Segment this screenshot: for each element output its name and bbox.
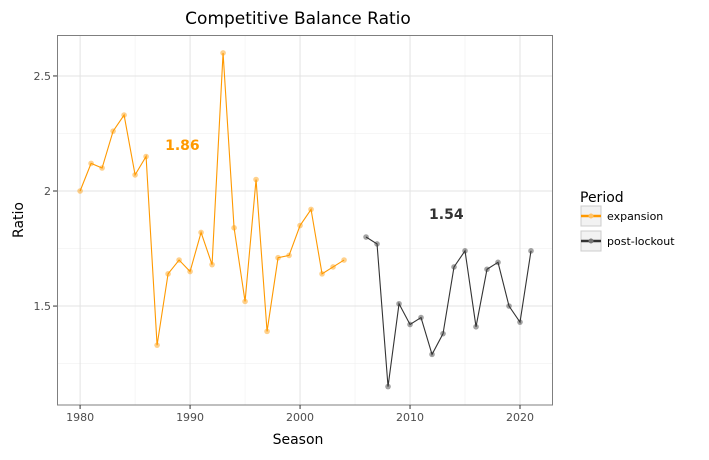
legend-label-post-lockout: post-lockout — [607, 235, 675, 248]
data-point-expansion — [275, 254, 281, 261]
data-point-expansion — [297, 222, 303, 229]
data-point-expansion — [330, 264, 336, 270]
legend-label-expansion: expansion — [607, 210, 663, 223]
legend-item-post-lockout: post-lockout — [580, 230, 675, 252]
data-point-post-lockout — [418, 314, 424, 321]
x-tick-label: 2020 — [506, 411, 534, 424]
annotation-label: 1.86 — [165, 138, 200, 154]
x-tick-label: 1980 — [66, 411, 94, 424]
annotations: 1.86 1.54 — [165, 138, 464, 223]
data-point-post-lockout — [484, 266, 490, 273]
grid — [57, 35, 553, 405]
data-point-expansion — [110, 128, 116, 134]
data-point-post-lockout — [528, 248, 534, 254]
x-tick-label: 1990 — [176, 411, 204, 424]
data-point-expansion — [165, 271, 171, 277]
data-point-post-lockout — [451, 264, 457, 270]
legend-title: Period — [580, 190, 624, 206]
data-point-post-lockout — [462, 248, 468, 254]
series-line-expansion — [79, 52, 345, 346]
y-axis-label: Ratio — [11, 202, 27, 238]
data-point-post-lockout — [429, 351, 435, 358]
y-tick-label: 1.5 — [34, 300, 52, 313]
data-point-expansion — [242, 298, 248, 305]
data-point-expansion — [77, 188, 83, 194]
data-point-expansion — [231, 225, 237, 231]
data-point-expansion — [88, 160, 94, 167]
data-point-expansion — [143, 153, 149, 160]
annotation-label: 1.54 — [429, 207, 464, 223]
data-point-expansion — [220, 50, 226, 56]
data-point-expansion — [319, 271, 325, 277]
data-point-expansion — [198, 229, 204, 236]
data-point-expansion — [187, 268, 193, 275]
data-point-post-lockout — [517, 319, 523, 325]
y-tick-label: 2.5 — [34, 70, 52, 83]
data-point-expansion — [176, 257, 182, 263]
data-point-post-lockout — [407, 321, 413, 328]
data-point-post-lockout — [396, 300, 402, 307]
data-point-post-lockout — [506, 303, 512, 309]
data-point-post-lockout — [363, 234, 369, 240]
data-point-post-lockout — [374, 241, 380, 247]
data-point-expansion — [99, 165, 105, 171]
data-point-expansion — [154, 342, 160, 348]
series-post-lockout — [363, 234, 534, 390]
data-point-expansion — [308, 206, 314, 213]
series-layer — [77, 50, 534, 390]
data-point-post-lockout — [385, 383, 391, 390]
legend-item-expansion: expansion — [580, 205, 663, 227]
y-tick-label: 2 — [44, 185, 51, 198]
data-point-post-lockout — [473, 323, 479, 330]
legend: Period expansion post-lockout — [580, 190, 675, 252]
series-expansion — [77, 50, 347, 348]
plot-border — [57, 35, 553, 406]
x-tick-label: 2010 — [396, 411, 424, 424]
data-point-expansion — [253, 176, 259, 183]
data-point-post-lockout — [440, 330, 446, 337]
data-point-expansion — [209, 261, 215, 268]
data-point-expansion — [264, 328, 270, 335]
series-line-post-lockout — [365, 236, 532, 387]
data-point-expansion — [132, 172, 138, 178]
axes: 1.5 2 2.5 1980 1990 2000 2010 2020 — [34, 70, 535, 424]
chart-title: Competitive Balance Ratio — [185, 9, 411, 29]
data-point-expansion — [121, 112, 127, 118]
data-point-expansion — [341, 257, 347, 263]
data-point-expansion — [286, 252, 292, 259]
x-axis-label: Season — [273, 432, 324, 448]
data-point-post-lockout — [495, 259, 501, 266]
x-tick-label: 2000 — [286, 411, 314, 424]
